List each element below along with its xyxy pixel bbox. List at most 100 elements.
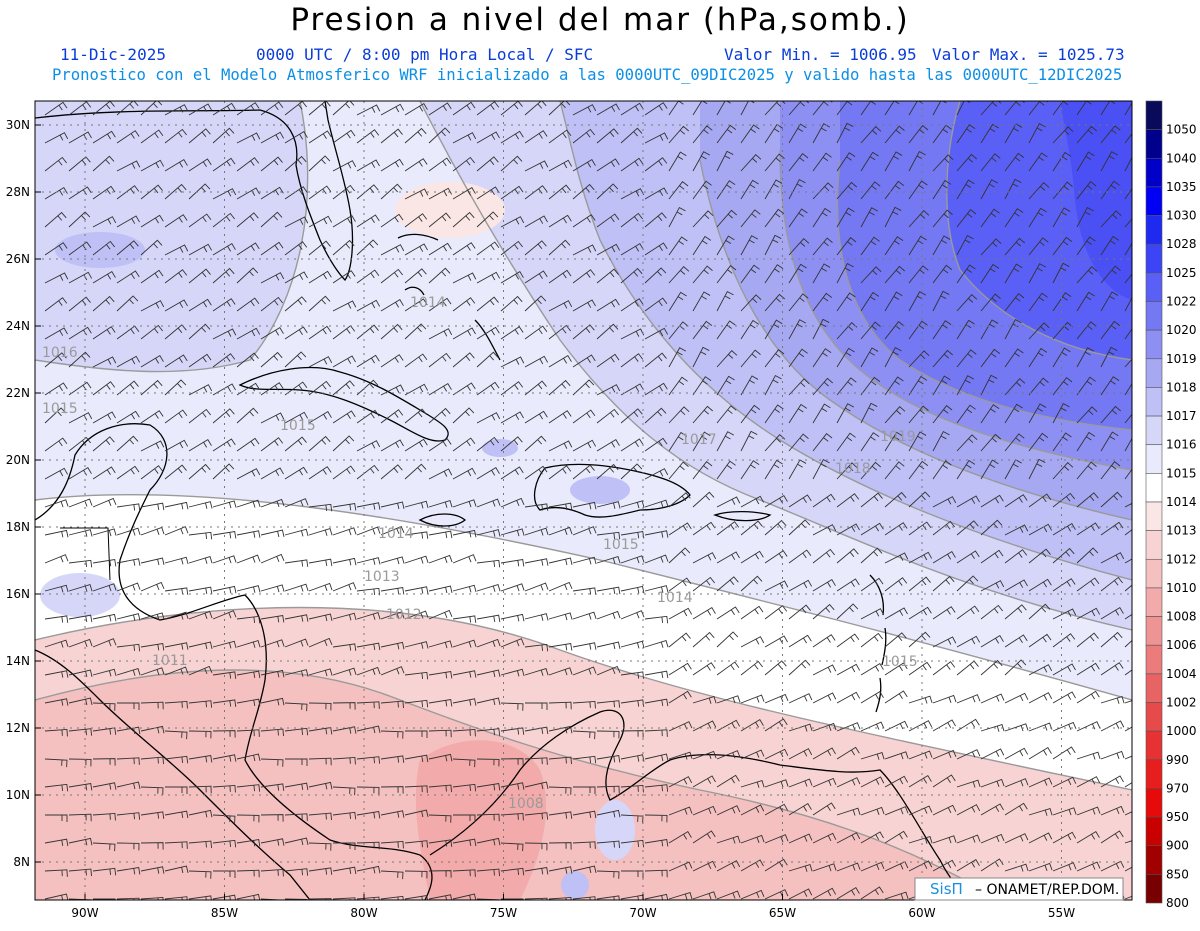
wind-barb <box>956 375 975 396</box>
wind-barb <box>932 719 956 732</box>
wind-barb <box>452 297 476 312</box>
wind-barb <box>404 353 428 368</box>
wind-barb <box>44 838 69 847</box>
wind-barb <box>908 235 927 256</box>
wind-barb <box>572 324 595 340</box>
wind-barb <box>68 211 91 228</box>
wind-barb <box>140 379 163 396</box>
wind-barb <box>668 607 693 620</box>
wind-barb <box>692 775 716 788</box>
wind-barb <box>236 530 261 538</box>
wind-barb <box>260 412 285 424</box>
wind-barb <box>764 550 788 564</box>
wind-barb <box>716 890 741 900</box>
wind-barb <box>572 128 596 144</box>
wind-barb <box>620 640 645 649</box>
wind-barb <box>188 700 213 708</box>
colorbar: 1050 1040 1035 1030 1028 1025 1022 1020 1019 1018… <box>1145 100 1197 910</box>
wind-barb <box>1052 807 1077 816</box>
wind-barb <box>596 243 621 256</box>
wind-barb <box>428 870 452 878</box>
wind-barb <box>404 268 427 284</box>
wind-barb <box>212 531 237 539</box>
wind-barb <box>572 700 596 709</box>
wind-barb <box>428 640 453 649</box>
wind-barb <box>404 641 429 649</box>
wind-barb <box>356 324 379 340</box>
wind-barb <box>908 265 929 284</box>
wind-barb <box>93 898 116 900</box>
wind-barb <box>332 557 357 566</box>
wind-barb <box>548 701 572 710</box>
wind-barb <box>716 835 741 844</box>
wind-barb <box>236 382 260 396</box>
credit-box: SisΠ – ONAMET/REP.DOM. <box>914 877 1124 901</box>
wind-barb <box>788 263 807 284</box>
contour-label: 1008 <box>508 796 544 812</box>
contour-label: 1017 <box>681 432 717 448</box>
wind-barb <box>428 267 451 284</box>
wind-barb <box>644 157 668 172</box>
model-info-line: Pronostico con el Modelo Atmosferico WRF… <box>52 66 1123 84</box>
colorbar-label: 1008 <box>1166 610 1197 624</box>
wind-barb <box>380 666 405 676</box>
wind-barb <box>692 891 717 900</box>
wind-barb <box>956 834 981 844</box>
wind-barb <box>140 811 165 819</box>
wind-barb <box>404 555 429 564</box>
wind-barb <box>356 214 380 228</box>
wind-barb <box>764 519 787 536</box>
wind-barb <box>596 408 620 424</box>
wind-barb <box>188 586 213 595</box>
wind-barb <box>260 241 284 256</box>
wind-barb <box>404 500 429 509</box>
wind-barb <box>260 639 285 648</box>
wind-barb <box>620 127 643 144</box>
wind-barb <box>956 319 975 340</box>
wind-barb <box>332 215 356 228</box>
wind-barb <box>380 244 405 256</box>
wind-barb <box>332 582 357 592</box>
wind-barb <box>308 240 331 256</box>
lat-tick-label: 26N <box>6 252 30 266</box>
wind-barb <box>788 433 809 452</box>
wind-barb <box>1124 726 1132 732</box>
wind-barb <box>1076 125 1098 144</box>
wind-barb <box>92 466 116 480</box>
colorbar-label: 1002 <box>1166 696 1197 710</box>
colorbar-swatch <box>1145 874 1163 904</box>
wind-barb <box>1124 529 1132 536</box>
wind-barb <box>740 264 760 284</box>
wind-barb <box>92 295 115 312</box>
wind-barb <box>524 781 549 790</box>
wind-barb <box>452 132 477 144</box>
wind-barb <box>596 665 621 676</box>
wind-barb <box>308 295 331 312</box>
wind-barb <box>332 811 357 820</box>
wind-barb <box>596 128 619 144</box>
wind-barb <box>956 349 977 368</box>
wind-barb <box>356 299 381 312</box>
wind-barb <box>836 548 859 564</box>
wind-barb <box>740 889 765 900</box>
lat-tick-label: 24N <box>6 319 30 333</box>
wind-barb <box>1052 608 1077 620</box>
wind-barb <box>668 125 690 144</box>
wind-barb <box>332 726 357 734</box>
wind-barb <box>476 156 499 172</box>
wind-barb <box>548 896 572 900</box>
wind-barb <box>1100 631 1123 648</box>
wind-barb <box>428 894 453 900</box>
wind-barb <box>956 520 979 536</box>
wind-barb <box>1100 376 1120 396</box>
wind-barb <box>404 671 429 680</box>
wind-barb <box>380 611 405 620</box>
wind-barb <box>164 556 189 565</box>
wind-barb <box>68 559 93 568</box>
wind-barb <box>764 319 783 340</box>
wind-barb <box>164 526 189 536</box>
wind-barb <box>332 527 357 536</box>
wind-barb <box>404 383 429 396</box>
wind-barb <box>236 242 260 256</box>
wind-barb <box>332 239 355 256</box>
